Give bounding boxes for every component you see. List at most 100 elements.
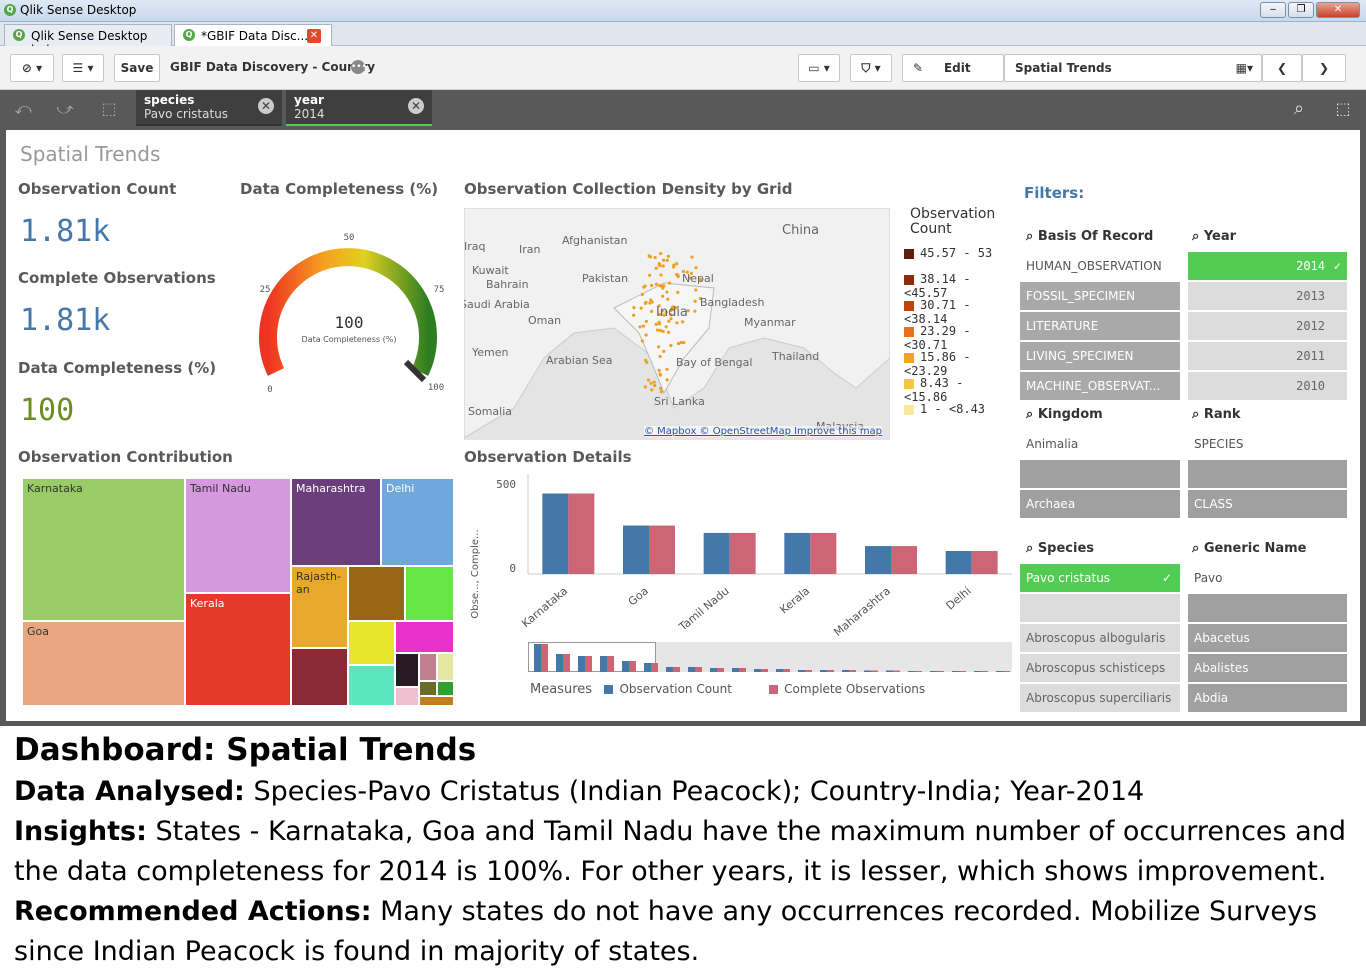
- filter-item[interactable]: [1188, 460, 1347, 489]
- filter-item[interactable]: LIVING_SPECIMEN: [1020, 342, 1180, 371]
- maximize-button[interactable]: ❐: [1288, 2, 1314, 18]
- filter-item[interactable]: Abroscopus albogularis: [1020, 624, 1180, 653]
- filter-item[interactable]: Pavo: [1188, 564, 1347, 593]
- treemap-cell[interactable]: [395, 621, 454, 653]
- selection-chip-year[interactable]: year 2014 ✕: [286, 90, 432, 126]
- treemap-cell[interactable]: [419, 696, 454, 706]
- filter-item[interactable]: Animalia: [1020, 430, 1180, 459]
- treemap-cell-rajasthan[interactable]: Rajasth-an: [291, 566, 348, 648]
- bar-karnataka-0[interactable]: [542, 493, 569, 575]
- treemap-cell[interactable]: [395, 653, 419, 687]
- treemap-cell[interactable]: [348, 665, 395, 706]
- bar-kerala-1[interactable]: [810, 532, 837, 574]
- filter-generic-header[interactable]: ⌕ Generic Name: [1192, 541, 1307, 556]
- filter-item[interactable]: [1188, 594, 1347, 623]
- filter-item[interactable]: SPECIES: [1188, 430, 1347, 459]
- bar-maharashtra-0[interactable]: [865, 546, 891, 574]
- filter-item[interactable]: [1020, 460, 1180, 489]
- treemap-cell-tamil-nadu[interactable]: Tamil Nadu: [185, 478, 291, 593]
- filter-item-selected[interactable]: Pavo cristatus ✓: [1020, 564, 1180, 593]
- selection-chip-species[interactable]: species Pavo cristatus ✕: [136, 90, 282, 126]
- treemap-cell-kerala[interactable]: Kerala: [185, 593, 291, 706]
- bar-chart[interactable]: Obse..., Comple... 500 0 Karnataka Goa Tam…: [464, 474, 1012, 704]
- filter-item[interactable]: Abroscopus superciliaris: [1020, 684, 1180, 713]
- bar-karnataka-1[interactable]: [568, 493, 595, 575]
- more-icon[interactable]: •••: [351, 60, 367, 74]
- treemap-cell[interactable]: [291, 648, 348, 706]
- sheet-title: Spatial Trends: [20, 142, 161, 166]
- save-button[interactable]: Save: [114, 54, 160, 82]
- treemap-cell[interactable]: [348, 566, 405, 621]
- step-forward-icon[interactable]: ⤻: [56, 99, 74, 118]
- filter-item[interactable]: Abroscopus schisticeps: [1020, 654, 1180, 683]
- filter-item[interactable]: HUMAN_OBSERVATION: [1020, 252, 1180, 281]
- treemap-cell-karnataka[interactable]: Karnataka: [22, 478, 185, 621]
- search-icon[interactable]: ⌕: [1293, 98, 1305, 119]
- minimize-button[interactable]: ‒: [1260, 2, 1286, 18]
- edit-button[interactable]: ✎ Edit: [902, 54, 1004, 82]
- bar-goa-1[interactable]: [649, 525, 675, 574]
- filter-item[interactable]: Abdia: [1188, 684, 1347, 713]
- bar-goa-0[interactable]: [623, 525, 649, 574]
- tab-gbif[interactable]: Q *GBIF Data Disc... ✕: [174, 24, 332, 46]
- sheet-selector[interactable]: Spatial Trends ▦▾: [1004, 54, 1262, 82]
- filter-item[interactable]: CLASS: [1188, 490, 1347, 519]
- map-attribution-link[interactable]: © Mapbox © OpenStreetMap Improve this ma…: [644, 426, 883, 437]
- global-menu-button[interactable]: ☰ ▾: [62, 54, 104, 82]
- filter-item[interactable]: 2012: [1188, 312, 1347, 341]
- next-sheet-button[interactable]: ❯: [1302, 54, 1346, 82]
- bar-delhi-1[interactable]: [971, 551, 998, 574]
- map-density-point: [685, 270, 689, 274]
- filter-item[interactable]: MACHINE_OBSERVAT...: [1020, 372, 1180, 401]
- treemap-cell-goa[interactable]: Goa: [22, 621, 185, 706]
- treemap-chart[interactable]: Karnataka Goa Tamil Nadu Kerala Maharash…: [22, 478, 454, 706]
- clear-all-icon[interactable]: ⬚: [101, 99, 117, 118]
- bar-tamil-nadu-1[interactable]: [729, 532, 756, 574]
- bar-scrollbar[interactable]: [528, 642, 1012, 672]
- map-view[interactable]: China Afghanistan Iran Iraq Kuwait Bahra…: [464, 208, 890, 440]
- treemap-cell[interactable]: [419, 653, 437, 681]
- filter-item[interactable]: Abacetus: [1188, 624, 1347, 653]
- treemap-cell[interactable]: [405, 566, 454, 621]
- close-window-button[interactable]: ✕: [1316, 2, 1360, 18]
- filter-item[interactable]: [1020, 594, 1180, 623]
- legend-swatch: [904, 326, 914, 337]
- treemap-cell[interactable]: [395, 687, 419, 706]
- navigation-menu-button[interactable]: ⊘ ▾: [10, 54, 54, 82]
- selections-tool-icon[interactable]: ⬚: [1335, 99, 1351, 118]
- filter-rank-header[interactable]: ⌕ Rank: [1192, 407, 1241, 422]
- filter-species-header[interactable]: ⌕ Species: [1026, 541, 1094, 556]
- filter-item[interactable]: 2011: [1188, 342, 1347, 371]
- filter-item[interactable]: Abalistes: [1188, 654, 1347, 683]
- tab-hub[interactable]: Q Qlik Sense Desktop hub: [4, 24, 172, 57]
- treemap-cell-maharashtra[interactable]: Maharashtra: [291, 478, 381, 566]
- filter-kingdom-header[interactable]: ⌕ Kingdom: [1026, 407, 1103, 422]
- filter-item[interactable]: LITERATURE: [1020, 312, 1180, 341]
- map-label: Iraq: [464, 240, 486, 253]
- story-button[interactable]: ▭ ▾: [798, 54, 840, 82]
- previous-sheet-button[interactable]: ❮: [1262, 54, 1302, 82]
- treemap-cell[interactable]: [348, 621, 395, 665]
- treemap-cell[interactable]: [419, 681, 437, 696]
- clear-selection-icon[interactable]: ✕: [408, 98, 424, 114]
- filter-item[interactable]: 2010: [1188, 372, 1347, 401]
- bar-kerala-0[interactable]: [784, 532, 811, 574]
- step-back-icon[interactable]: ⤺: [14, 99, 32, 118]
- gauge-chart[interactable]: 50 25 75 0 100 100 Data Completeness (%): [240, 222, 462, 402]
- filter-item[interactable]: 2013: [1188, 282, 1347, 311]
- bookmark-button[interactable]: ⛉ ▾: [850, 54, 892, 82]
- overview-bar: [959, 671, 966, 672]
- filter-item-selected[interactable]: 2014 ✓: [1188, 252, 1347, 281]
- treemap-cell-delhi[interactable]: Delhi: [381, 478, 454, 566]
- bar-tamil-nadu-0[interactable]: [703, 532, 730, 574]
- close-tab-icon[interactable]: ✕: [307, 29, 321, 43]
- filter-item[interactable]: FOSSIL_SPECIMEN: [1020, 282, 1180, 311]
- filter-year-header[interactable]: ⌕ Year: [1192, 229, 1236, 244]
- filter-basis-header[interactable]: ⌕ Basis Of Record: [1026, 229, 1153, 244]
- treemap-cell[interactable]: [437, 653, 454, 681]
- bar-delhi-0[interactable]: [945, 551, 972, 574]
- bar-maharashtra-1[interactable]: [891, 546, 917, 574]
- treemap-cell[interactable]: [437, 681, 454, 696]
- clear-selection-icon[interactable]: ✕: [258, 98, 274, 114]
- filter-item[interactable]: Archaea: [1020, 490, 1180, 519]
